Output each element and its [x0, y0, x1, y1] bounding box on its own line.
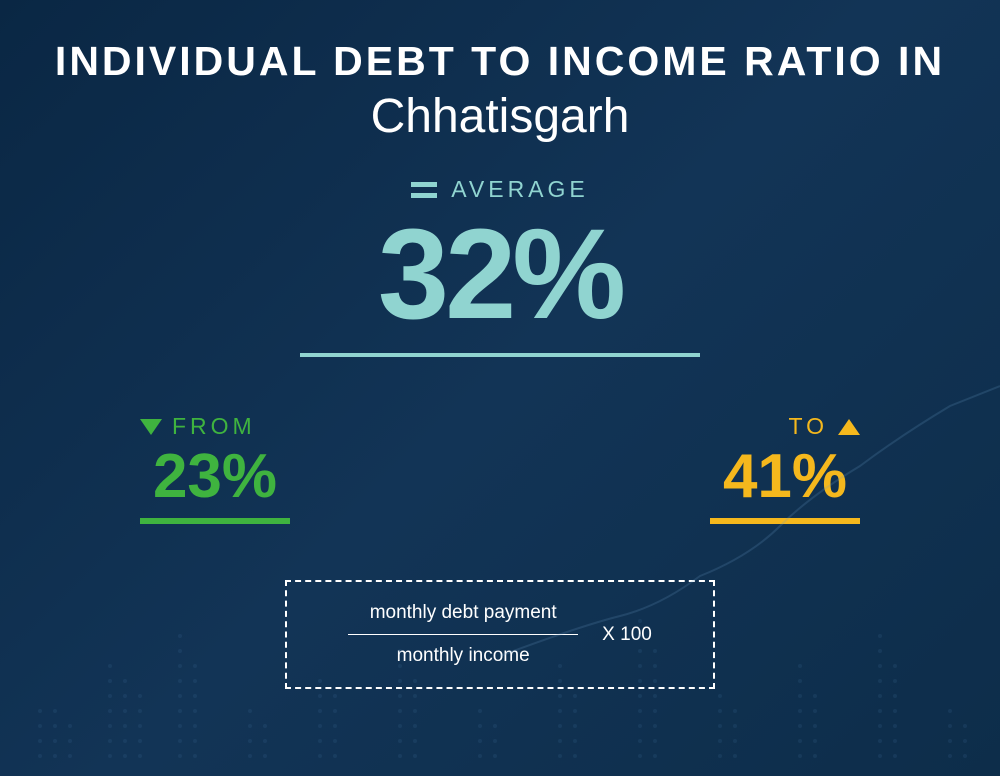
to-block: TO 41%	[710, 413, 860, 524]
from-block: FROM 23%	[140, 413, 290, 524]
formula-denominator: monthly income	[397, 645, 530, 667]
average-label: AVERAGE	[451, 176, 589, 203]
equal-icon	[411, 182, 437, 198]
title-line-1: INDIVIDUAL DEBT TO INCOME RATIO IN	[0, 38, 1000, 85]
to-label-row: TO	[710, 413, 860, 440]
to-label: TO	[788, 413, 828, 440]
average-section: AVERAGE 32%	[0, 176, 1000, 357]
formula-divider	[348, 634, 578, 635]
range-section: FROM 23% TO 41%	[0, 413, 1000, 524]
from-value: 23%	[140, 446, 290, 508]
average-label-row: AVERAGE	[0, 176, 1000, 203]
formula-numerator: monthly debt payment	[370, 602, 557, 624]
to-value: 41%	[710, 446, 860, 508]
formula-box: monthly debt payment monthly income X 10…	[285, 580, 715, 689]
triangle-down-icon	[140, 419, 162, 435]
header-section: INDIVIDUAL DEBT TO INCOME RATIO IN Chhat…	[0, 0, 1000, 144]
average-value: 32%	[0, 211, 1000, 339]
triangle-up-icon	[838, 419, 860, 435]
title-line-2: Chhatisgarh	[0, 89, 1000, 144]
from-underline	[140, 518, 290, 524]
average-underline	[300, 353, 700, 357]
formula-multiplier: X 100	[602, 624, 652, 646]
formula-fraction: monthly debt payment monthly income	[348, 602, 578, 667]
to-underline	[710, 518, 860, 524]
from-label-row: FROM	[140, 413, 290, 440]
from-label: FROM	[172, 413, 256, 440]
